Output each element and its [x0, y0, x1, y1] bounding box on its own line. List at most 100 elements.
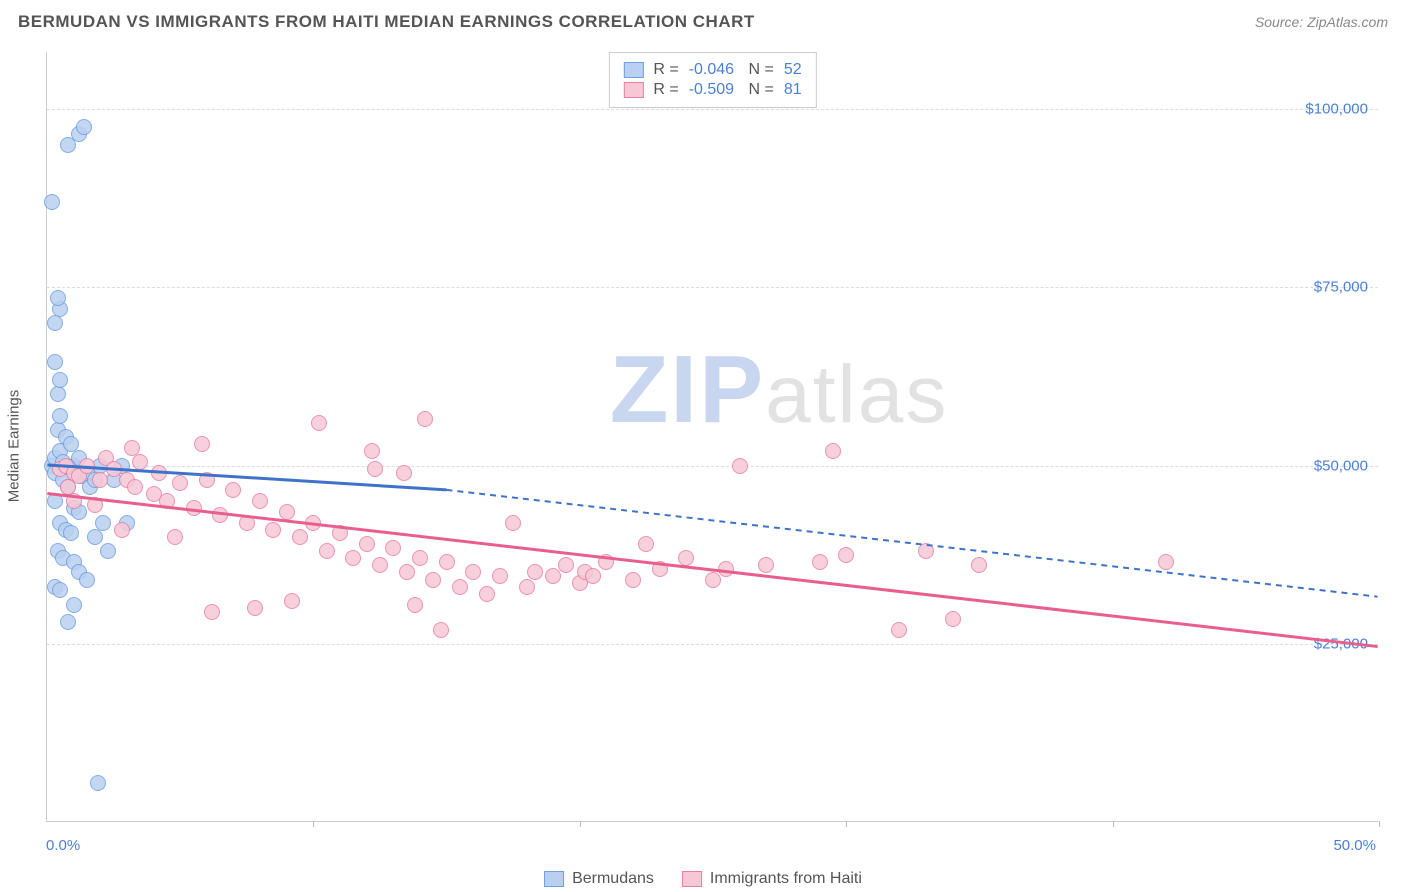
data-point	[124, 440, 140, 456]
data-point	[372, 557, 388, 573]
data-point	[558, 557, 574, 573]
data-point	[79, 458, 95, 474]
data-point	[945, 611, 961, 627]
data-point	[52, 408, 68, 424]
data-point	[151, 465, 167, 481]
data-point	[918, 543, 934, 559]
data-point	[52, 372, 68, 388]
data-point	[127, 479, 143, 495]
data-point	[758, 557, 774, 573]
data-point	[305, 515, 321, 531]
data-point	[60, 479, 76, 495]
data-point	[412, 550, 428, 566]
data-point	[47, 315, 63, 331]
legend-label: Bermudans	[572, 870, 654, 888]
data-point	[527, 564, 543, 580]
data-point	[47, 493, 63, 509]
y-axis-label: Median Earnings	[6, 390, 23, 503]
data-point	[638, 536, 654, 552]
data-point	[425, 572, 441, 588]
data-point	[385, 540, 401, 556]
data-point	[345, 550, 361, 566]
data-point	[50, 290, 66, 306]
swatch-icon	[682, 871, 702, 887]
chart-header: BERMUDAN VS IMMIGRANTS FROM HAITI MEDIAN…	[0, 0, 1406, 40]
data-point	[598, 554, 614, 570]
data-point	[891, 622, 907, 638]
data-point	[76, 119, 92, 135]
data-point	[311, 415, 327, 431]
data-point	[396, 465, 412, 481]
gridline	[47, 287, 1378, 288]
legend-item: Immigrants from Haiti	[682, 870, 862, 888]
legend-row: R = -0.509 N = 81	[623, 81, 801, 99]
data-point	[585, 568, 601, 584]
data-point	[479, 586, 495, 602]
x-tick	[846, 821, 847, 827]
y-tick-label: $25,000	[1314, 635, 1368, 652]
data-point	[545, 568, 561, 584]
data-point	[79, 572, 95, 588]
data-point	[66, 493, 82, 509]
data-point	[95, 515, 111, 531]
data-point	[279, 504, 295, 520]
data-point	[452, 579, 468, 595]
data-point	[66, 597, 82, 613]
gridline	[47, 644, 1378, 645]
data-point	[114, 522, 130, 538]
x-tick	[1113, 821, 1114, 827]
data-point	[433, 622, 449, 638]
data-point	[100, 543, 116, 559]
data-point	[705, 572, 721, 588]
data-point	[505, 515, 521, 531]
data-point	[90, 775, 106, 791]
data-point	[87, 497, 103, 513]
data-point	[159, 493, 175, 509]
data-point	[63, 525, 79, 541]
data-point	[439, 554, 455, 570]
gridline	[47, 466, 1378, 467]
x-axis-end-label: 50.0%	[1333, 837, 1376, 854]
data-point	[292, 529, 308, 545]
data-point	[332, 525, 348, 541]
data-point	[838, 547, 854, 563]
legend-row: R = -0.046 N = 52	[623, 61, 801, 79]
correlation-legend: R = -0.046 N = 52 R = -0.509 N = 81	[608, 52, 816, 108]
data-point	[167, 529, 183, 545]
y-tick-label: $75,000	[1314, 279, 1368, 296]
data-point	[732, 458, 748, 474]
data-point	[265, 522, 281, 538]
series-legend: Bermudans Immigrants from Haiti	[544, 870, 862, 888]
data-point	[194, 436, 210, 452]
gridline	[47, 109, 1378, 110]
swatch-icon	[623, 62, 643, 78]
data-point	[252, 493, 268, 509]
data-point	[47, 354, 63, 370]
data-point	[204, 604, 220, 620]
data-point	[971, 557, 987, 573]
data-point	[225, 482, 241, 498]
x-tick	[1379, 821, 1380, 827]
x-tick	[313, 821, 314, 827]
data-point	[239, 515, 255, 531]
x-tick	[580, 821, 581, 827]
data-point	[625, 572, 641, 588]
chart-title: BERMUDAN VS IMMIGRANTS FROM HAITI MEDIAN…	[18, 12, 755, 32]
data-point	[812, 554, 828, 570]
swatch-icon	[544, 871, 564, 887]
data-point	[212, 507, 228, 523]
r-value: -0.046	[689, 61, 734, 79]
data-point	[399, 564, 415, 580]
data-point	[652, 561, 668, 577]
data-point	[186, 500, 202, 516]
data-point	[1158, 554, 1174, 570]
data-point	[132, 454, 148, 470]
data-point	[367, 461, 383, 477]
data-point	[519, 579, 535, 595]
legend-label: Immigrants from Haiti	[710, 870, 862, 888]
data-point	[718, 561, 734, 577]
data-point	[825, 443, 841, 459]
data-point	[50, 386, 66, 402]
data-point	[44, 194, 60, 210]
n-value: 52	[784, 61, 802, 79]
